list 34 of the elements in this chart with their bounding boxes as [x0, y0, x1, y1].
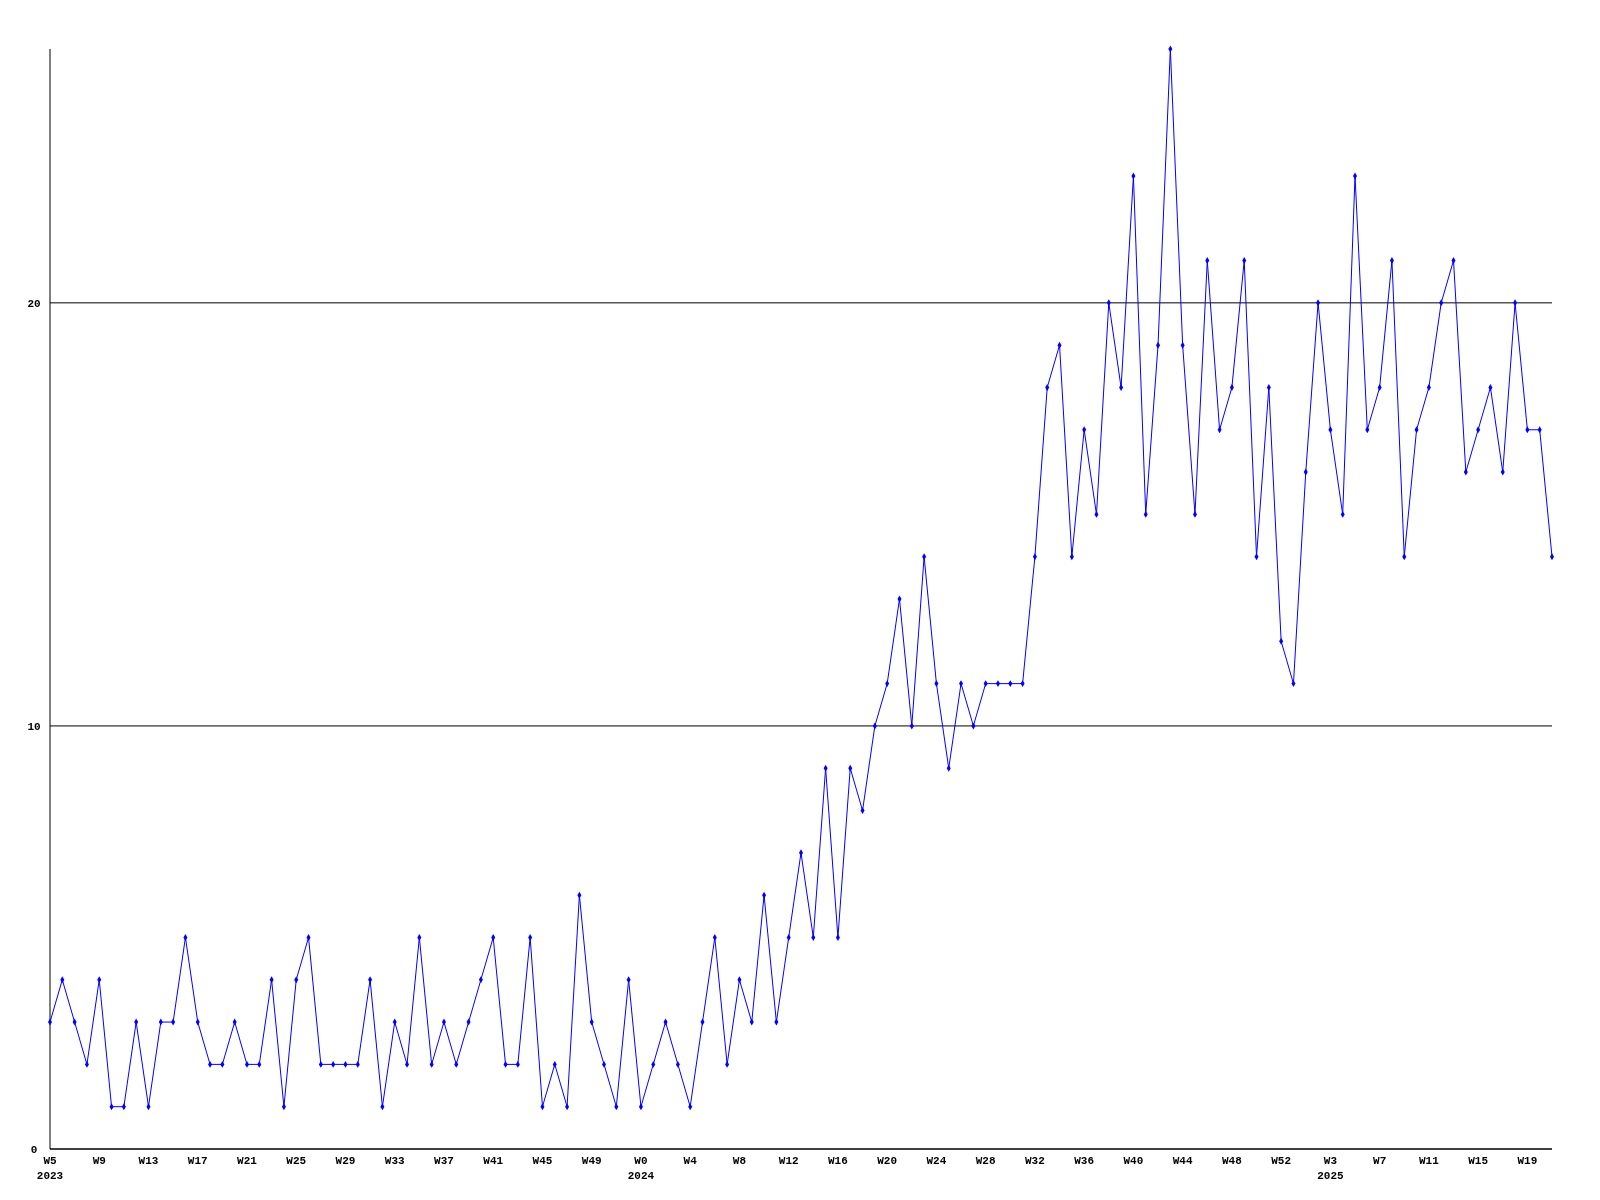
- x-tick-label: W44: [1172, 1155, 1193, 1167]
- x-tick-label: W13: [138, 1155, 159, 1167]
- x-tick-label: W8: [732, 1155, 747, 1167]
- x-tick-label: W33: [384, 1155, 406, 1167]
- x-tick-label: W29: [335, 1155, 356, 1167]
- x-tick-label: W16: [828, 1155, 848, 1167]
- x-tick-label: W11: [1418, 1155, 1440, 1167]
- x-tick-label: W0 2024: [627, 1155, 655, 1182]
- x-tick-label: W40: [1123, 1155, 1144, 1167]
- x-tick-label: W5 2023: [36, 1155, 64, 1182]
- x-tick-label: W4: [683, 1155, 698, 1167]
- x-tick-label: W45: [532, 1155, 553, 1167]
- x-tick-label: W41: [483, 1155, 504, 1167]
- x-tick-label: W7: [1373, 1155, 1387, 1167]
- x-tick-label: W28: [975, 1155, 996, 1167]
- x-tick-label: W17: [187, 1155, 208, 1167]
- x-tick-label: W15: [1468, 1155, 1489, 1167]
- x-tick-label: W32: [1025, 1155, 1045, 1167]
- x-tick-label: W9: [92, 1155, 106, 1167]
- x-tick-label: W24: [926, 1155, 947, 1167]
- x-tick-label: W36: [1074, 1155, 1095, 1167]
- x-tick-label: W20: [877, 1155, 898, 1167]
- x-tick-label: W19: [1517, 1155, 1538, 1167]
- x-tick-label: W25: [286, 1155, 307, 1167]
- x-tick-label: W12: [778, 1155, 799, 1167]
- x-tick-label: W48: [1222, 1155, 1243, 1167]
- x-tick-label: W37: [434, 1155, 454, 1167]
- x-tick-label: W3 2025: [1317, 1155, 1344, 1182]
- y-tick-label: 10: [27, 720, 41, 733]
- x-tick-label: W49: [581, 1155, 602, 1167]
- x-tick-label: W52: [1271, 1155, 1292, 1167]
- x-tick-label: W21: [237, 1155, 258, 1167]
- y-tick-label: 0: [30, 1144, 38, 1156]
- y-tick-label: 20: [27, 297, 41, 310]
